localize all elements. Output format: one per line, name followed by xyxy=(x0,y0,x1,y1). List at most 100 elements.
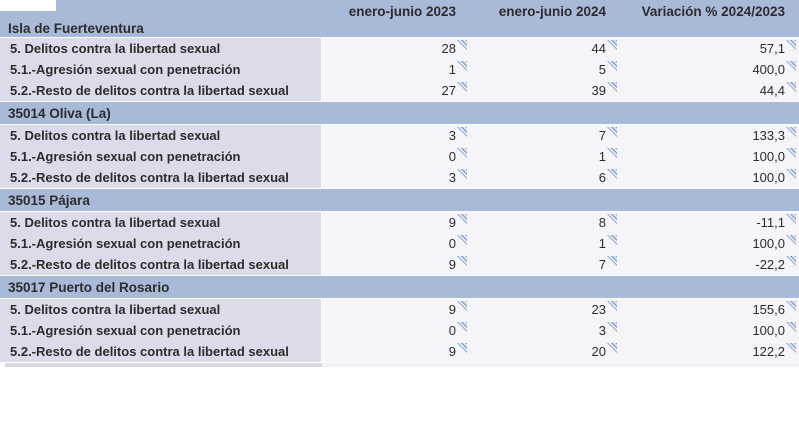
cell-2024: 8 xyxy=(470,212,620,233)
cell-value: 3 xyxy=(448,128,456,143)
row-label-cell: 5. Delitos contra la libertad sexual xyxy=(0,125,322,146)
partial-label-cell xyxy=(5,363,322,367)
cell-variation: 155,6 xyxy=(620,299,799,320)
cell-value: 9 xyxy=(448,344,456,359)
row-label-cell: 5.2.-Resto de delitos contra la libertad… xyxy=(0,80,322,101)
table-row: 5.1.-Agresión sexual con penetración 0 3… xyxy=(0,320,799,341)
cell-value: 44 xyxy=(591,41,606,56)
section-header-row: 35017 Puerto del Rosario xyxy=(0,275,799,299)
cell-value: 9 xyxy=(448,302,456,317)
revision-marker-icon xyxy=(607,256,617,266)
revision-marker-icon xyxy=(786,169,796,179)
column-header-variation: Variación % 2024/2023 xyxy=(641,3,785,19)
row-label: 5.2.-Resto de delitos contra la libertad… xyxy=(10,343,289,359)
revision-marker-icon xyxy=(607,148,617,158)
row-label: 5. Delitos contra la libertad sexual xyxy=(10,301,221,317)
cell-value: 23 xyxy=(591,302,606,317)
cell-value: 5 xyxy=(598,62,606,77)
cell-value: 44,4 xyxy=(759,83,785,98)
row-label-cell: 5.1.-Agresión sexual con penetración xyxy=(0,146,322,167)
column-header-2024: enero-junio 2024 xyxy=(498,3,606,19)
row-label: 5.1.-Agresión sexual con penetración xyxy=(10,322,241,338)
revision-marker-icon xyxy=(607,61,617,71)
revision-marker-icon xyxy=(786,40,796,50)
cell-value: 27 xyxy=(441,83,456,98)
cell-variation: 400,0 xyxy=(620,59,799,80)
revision-marker-icon xyxy=(457,169,467,179)
revision-marker-icon xyxy=(457,61,467,71)
corner-notch xyxy=(0,0,56,11)
cell-2024: 1 xyxy=(470,146,620,167)
revision-marker-icon xyxy=(786,214,796,224)
cell-variation: -22,2 xyxy=(620,254,799,275)
cell-variation: 100,0 xyxy=(620,167,799,188)
revision-marker-icon xyxy=(457,40,467,50)
cell-2023: 0 xyxy=(322,320,470,341)
cell-value: -11,1 xyxy=(756,215,785,230)
cell-value: 9 xyxy=(448,215,456,230)
cell-value: 0 xyxy=(448,236,456,251)
row-label: 5.2.-Resto de delitos contra la libertad… xyxy=(10,82,289,98)
cell-2024: 6 xyxy=(470,167,620,188)
section-title: 35017 Puerto del Rosario xyxy=(8,279,170,295)
cell-2024: 39 xyxy=(470,80,620,101)
revision-marker-icon xyxy=(457,127,467,137)
cell-2023: 27 xyxy=(322,80,470,101)
cell-value: 0 xyxy=(448,149,456,164)
cell-2023: 9 xyxy=(322,299,470,320)
section-header-row: Isla de Fuerteventura xyxy=(0,20,799,38)
cell-value: 100,0 xyxy=(752,323,785,338)
row-label-cell: 5. Delitos contra la libertad sexual xyxy=(0,212,322,233)
revision-marker-icon xyxy=(607,301,617,311)
cell-variation: 100,0 xyxy=(620,233,799,254)
row-label: 5.2.-Resto de delitos contra la libertad… xyxy=(10,169,289,185)
cell-variation: -11,1 xyxy=(620,212,799,233)
revision-marker-icon xyxy=(607,322,617,332)
section-header-row: 35014 Oliva (La) xyxy=(0,101,799,125)
cell-2024: 1 xyxy=(470,233,620,254)
row-label: 5.1.-Agresión sexual con penetración xyxy=(10,61,241,77)
cell-2024: 7 xyxy=(470,125,620,146)
revision-marker-icon xyxy=(457,343,467,353)
cell-2024: 44 xyxy=(470,38,620,59)
revision-marker-icon xyxy=(786,343,796,353)
cell-2023: 9 xyxy=(322,212,470,233)
cell-variation: 44,4 xyxy=(620,80,799,101)
cell-2024: 7 xyxy=(470,254,620,275)
row-label: 5.1.-Agresión sexual con penetración xyxy=(10,235,241,251)
table-row: 5.1.-Agresión sexual con penetración 1 5… xyxy=(0,59,799,80)
partial-data-cell xyxy=(322,363,799,367)
table-row: 5. Delitos contra la libertad sexual 9 2… xyxy=(0,299,799,320)
table-row: 5.1.-Agresión sexual con penetración 0 1… xyxy=(0,233,799,254)
revision-marker-icon xyxy=(607,343,617,353)
revision-marker-icon xyxy=(607,127,617,137)
revision-marker-icon xyxy=(457,148,467,158)
revision-marker-icon xyxy=(457,256,467,266)
row-label: 5. Delitos contra la libertad sexual xyxy=(10,214,221,230)
revision-marker-icon xyxy=(607,40,617,50)
revision-marker-icon xyxy=(786,82,796,92)
revision-marker-icon xyxy=(457,214,467,224)
cell-2023: 3 xyxy=(322,167,470,188)
revision-marker-icon xyxy=(786,148,796,158)
revision-marker-icon xyxy=(607,82,617,92)
cell-2023: 9 xyxy=(322,254,470,275)
revision-marker-icon xyxy=(786,235,796,245)
cell-value: 1 xyxy=(448,62,456,77)
revision-marker-icon xyxy=(607,235,617,245)
cell-value: 8 xyxy=(598,215,606,230)
cell-variation: 133,3 xyxy=(620,125,799,146)
cell-value: 7 xyxy=(598,257,606,272)
cell-value: 1 xyxy=(598,149,606,164)
cell-variation: 100,0 xyxy=(620,146,799,167)
table-body: Isla de Fuerteventura 5. Delitos contra … xyxy=(0,20,799,362)
table-row: 5.2.-Resto de delitos contra la libertad… xyxy=(0,80,799,101)
cell-value: 400,0 xyxy=(752,62,785,77)
revision-marker-icon xyxy=(457,235,467,245)
cell-value: 7 xyxy=(598,128,606,143)
cell-value: 0 xyxy=(448,323,456,338)
revision-marker-icon xyxy=(786,322,796,332)
row-label: 5. Delitos contra la libertad sexual xyxy=(10,127,221,143)
row-label: 5.1.-Agresión sexual con penetración xyxy=(10,148,241,164)
cell-value: 39 xyxy=(591,83,606,98)
